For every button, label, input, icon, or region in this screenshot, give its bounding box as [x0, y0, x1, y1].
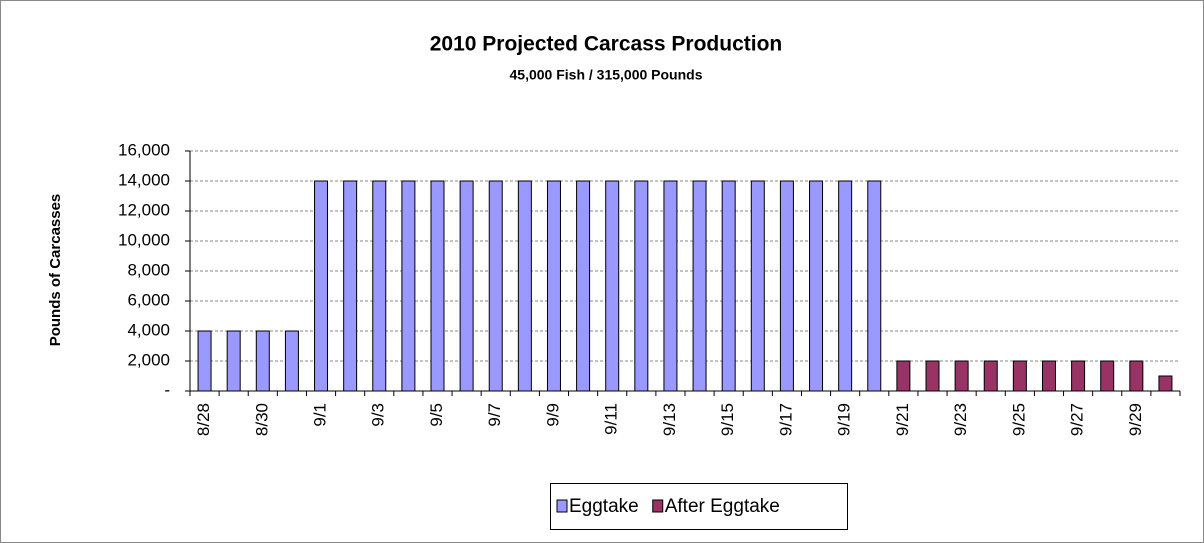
- legend-box: [550, 483, 848, 530]
- legend-label: After Eggtake: [665, 496, 780, 517]
- legend-label: Eggtake: [569, 496, 639, 517]
- y-tick-label: 12,000: [118, 200, 170, 219]
- bar: [692, 180, 707, 392]
- bar: [459, 180, 474, 392]
- bar: [401, 180, 416, 392]
- x-tick-label: 9/7: [485, 403, 504, 427]
- bar: [1158, 375, 1173, 392]
- x-tick-label: 9/25: [1009, 403, 1028, 436]
- bar: [983, 360, 998, 392]
- bar: [838, 180, 853, 392]
- bar: [1071, 360, 1086, 392]
- x-tick-label: 9/17: [776, 403, 795, 436]
- x-tick-label: 9/13: [660, 403, 679, 436]
- y-tick-label: 10,000: [118, 230, 170, 249]
- bar: [197, 330, 212, 392]
- bar: [954, 360, 969, 392]
- y-tick-label: 6,000: [127, 290, 170, 309]
- bar: [517, 180, 532, 392]
- bar: [896, 360, 911, 392]
- x-tick-label: 9/29: [1126, 403, 1145, 436]
- bar: [488, 180, 503, 392]
- legend-swatch: [556, 499, 568, 513]
- bar: [1012, 360, 1027, 392]
- bar: [226, 330, 241, 392]
- bar: [605, 180, 620, 392]
- bar: [809, 180, 824, 392]
- x-tick-label: 9/9: [543, 403, 562, 427]
- x-tick-label: 9/3: [369, 403, 388, 427]
- bar: [750, 180, 765, 392]
- bar: [546, 180, 561, 392]
- chart-title: 2010 Projected Carcass Production: [430, 33, 782, 56]
- y-tick-label: -: [164, 380, 170, 399]
- bar: [867, 180, 882, 392]
- x-tick-label: 9/11: [602, 403, 621, 435]
- x-tick-label: 9/1: [311, 403, 330, 427]
- bar: [1100, 360, 1115, 392]
- y-tick-label: 16,000: [118, 140, 170, 159]
- y-tick-label: 2,000: [127, 350, 170, 369]
- bar: [634, 180, 649, 392]
- bar: [314, 180, 329, 392]
- legend-swatch: [652, 499, 664, 513]
- chart-subtitle: 45,000 Fish / 315,000 Pounds: [510, 67, 703, 83]
- bar: [343, 180, 358, 392]
- bar: [721, 180, 736, 392]
- x-tick-label: 8/28: [194, 403, 213, 436]
- bar: [1129, 360, 1144, 392]
- x-tick-label: 9/15: [718, 403, 737, 436]
- x-tick-label: 9/23: [951, 403, 970, 436]
- bar: [430, 180, 445, 392]
- bar: [284, 330, 299, 392]
- bar: [1041, 360, 1056, 392]
- x-tick-label: 9/27: [1068, 403, 1087, 436]
- y-axis-label: Pounds of Carcasses: [47, 194, 64, 347]
- x-tick-label: 8/30: [252, 403, 271, 436]
- bar: [255, 330, 270, 392]
- bar: [576, 180, 591, 392]
- bar: [663, 180, 678, 392]
- x-tick-label: 9/19: [835, 403, 854, 436]
- bar: [372, 180, 387, 392]
- bar: [925, 360, 940, 392]
- bar: [779, 180, 794, 392]
- x-tick-label: 9/5: [427, 403, 446, 427]
- y-tick-label: 14,000: [118, 170, 170, 189]
- y-tick-label: 4,000: [127, 320, 170, 339]
- x-tick-label: 9/21: [893, 403, 912, 436]
- y-tick-label: 8,000: [127, 260, 170, 279]
